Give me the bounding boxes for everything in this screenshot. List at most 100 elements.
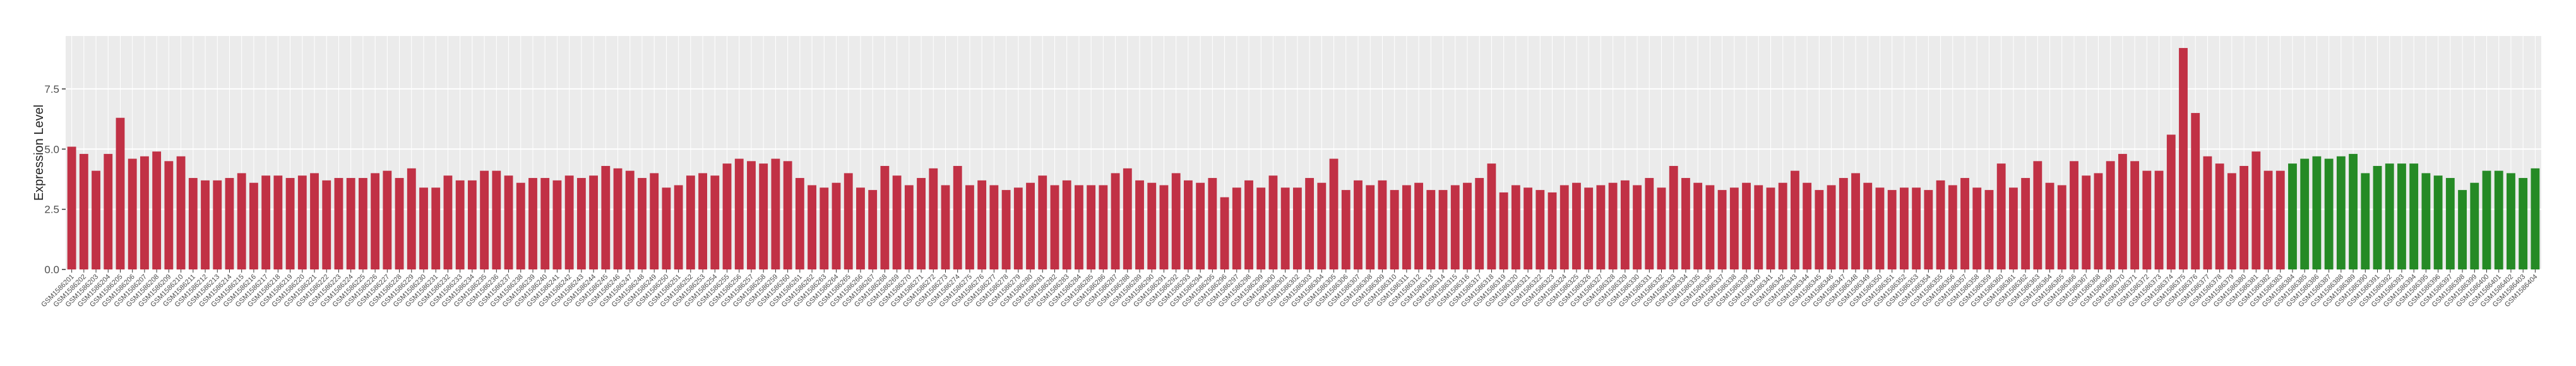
bar bbox=[589, 175, 599, 269]
bar bbox=[1087, 185, 1096, 269]
bar bbox=[1912, 187, 1921, 269]
bar bbox=[977, 180, 987, 269]
bar bbox=[1754, 185, 1763, 269]
bar bbox=[941, 185, 950, 269]
bar bbox=[2312, 156, 2322, 269]
bar bbox=[1608, 182, 1618, 269]
y-tick-label: 7.5 bbox=[44, 83, 59, 95]
bar bbox=[2215, 163, 2224, 269]
bar bbox=[504, 175, 513, 269]
bar bbox=[2142, 170, 2152, 269]
bar bbox=[698, 173, 708, 269]
bar bbox=[1596, 185, 1606, 269]
bar bbox=[638, 178, 647, 269]
bar bbox=[1572, 182, 1581, 269]
bar bbox=[917, 178, 926, 269]
bar bbox=[892, 175, 902, 269]
bar bbox=[1863, 182, 1873, 269]
bar bbox=[334, 178, 343, 269]
bar bbox=[443, 175, 453, 269]
bar bbox=[67, 146, 76, 269]
bar bbox=[856, 187, 865, 269]
bar bbox=[358, 178, 367, 269]
bar bbox=[1450, 185, 1460, 269]
bar bbox=[1827, 185, 1836, 269]
bar bbox=[1693, 182, 1703, 269]
bar bbox=[116, 117, 125, 269]
bar bbox=[929, 168, 938, 269]
bar bbox=[2397, 163, 2406, 269]
bar bbox=[2361, 173, 2370, 269]
bar bbox=[1062, 180, 1071, 269]
bar bbox=[2203, 156, 2212, 269]
bar bbox=[1996, 163, 2006, 269]
bar bbox=[480, 170, 489, 269]
bar bbox=[2227, 173, 2236, 269]
bar bbox=[2409, 163, 2419, 269]
bar bbox=[1960, 178, 1969, 269]
bar bbox=[1803, 182, 1812, 269]
bar bbox=[1766, 187, 1775, 269]
bar bbox=[188, 178, 198, 269]
bar bbox=[1378, 180, 1387, 269]
bar bbox=[868, 190, 878, 269]
bar bbox=[1026, 182, 1035, 269]
bar bbox=[1972, 187, 1982, 269]
bar bbox=[2021, 178, 2030, 269]
bar bbox=[528, 178, 537, 269]
bar bbox=[128, 158, 137, 269]
bar bbox=[686, 175, 695, 269]
bar bbox=[1705, 185, 1715, 269]
bar bbox=[1681, 178, 1690, 269]
bar bbox=[2070, 161, 2078, 269]
bar bbox=[722, 163, 732, 269]
bar bbox=[1390, 190, 1399, 269]
bar bbox=[759, 163, 768, 269]
bar bbox=[1208, 178, 1217, 269]
bar bbox=[2154, 170, 2164, 269]
bar bbox=[1256, 187, 1266, 269]
plot-panel bbox=[66, 36, 2541, 269]
bar bbox=[1402, 185, 1411, 269]
bar bbox=[1099, 185, 1108, 269]
bar bbox=[395, 178, 404, 269]
y-tick-label: 2.5 bbox=[44, 204, 59, 216]
bar bbox=[2336, 156, 2346, 269]
bar bbox=[1438, 190, 1448, 269]
bar bbox=[213, 180, 222, 269]
bar bbox=[92, 170, 100, 269]
bar bbox=[1899, 187, 1909, 269]
bar bbox=[1633, 185, 1642, 269]
bar bbox=[650, 173, 659, 269]
bar bbox=[1511, 185, 1520, 269]
bar bbox=[1354, 180, 1363, 269]
bar bbox=[1111, 173, 1120, 269]
bar bbox=[564, 175, 574, 269]
bar bbox=[1620, 180, 1630, 269]
bar bbox=[2263, 170, 2273, 269]
bar bbox=[2458, 190, 2467, 269]
bar bbox=[2507, 173, 2515, 269]
bar bbox=[1851, 173, 1860, 269]
bar bbox=[989, 185, 999, 269]
bar bbox=[1050, 185, 1059, 269]
bar bbox=[1669, 165, 1678, 269]
bar bbox=[261, 175, 271, 269]
bar bbox=[1839, 178, 1848, 269]
bar bbox=[771, 158, 780, 269]
bar bbox=[1147, 182, 1157, 269]
bar bbox=[662, 187, 671, 269]
y-axis-label: Expression Level bbox=[32, 105, 46, 201]
bar bbox=[1584, 187, 1594, 269]
bar bbox=[2191, 113, 2200, 269]
bar bbox=[783, 161, 792, 269]
bar bbox=[1475, 178, 1484, 269]
bar bbox=[2421, 173, 2431, 269]
bar bbox=[1232, 187, 1241, 269]
bar bbox=[346, 178, 355, 269]
bar bbox=[1887, 190, 1897, 269]
bar bbox=[674, 185, 683, 269]
bar bbox=[1742, 182, 1751, 269]
bar bbox=[2179, 48, 2188, 269]
